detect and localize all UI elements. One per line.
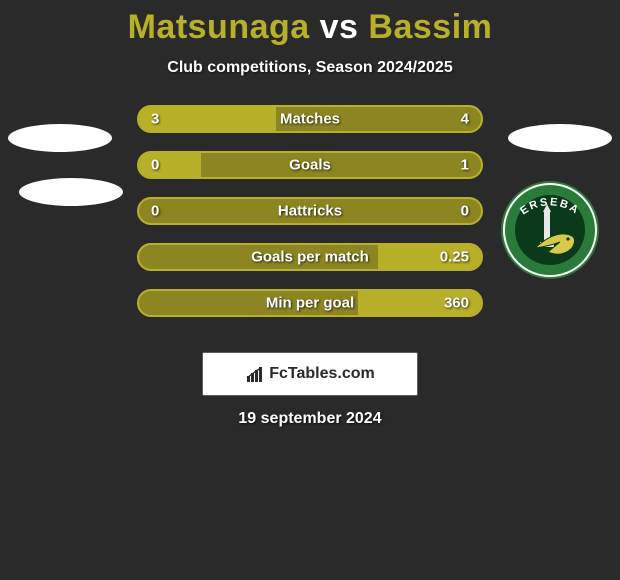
player1-badge-placeholder-2 bbox=[19, 178, 123, 206]
bar-chart-icon bbox=[245, 364, 265, 384]
stat-row: Min per goal 360 bbox=[137, 289, 483, 317]
subtitle: Club competitions, Season 2024/2025 bbox=[0, 59, 620, 77]
stat-value-left: 3 bbox=[151, 111, 159, 128]
stat-fill-left bbox=[139, 107, 276, 131]
source-logo: FcTables.com bbox=[202, 352, 418, 396]
player2-badge-placeholder-1 bbox=[508, 124, 612, 152]
stat-label: Goals bbox=[289, 157, 331, 174]
stat-value-left: 0 bbox=[151, 203, 159, 220]
player2-name: Bassim bbox=[368, 8, 492, 46]
stat-row: Hattricks 0 0 bbox=[137, 197, 483, 225]
vs-label: vs bbox=[320, 8, 359, 46]
stat-value-right: 0 bbox=[461, 203, 469, 220]
source-logo-text: FcTables.com bbox=[269, 365, 375, 383]
stat-row: Matches 3 4 bbox=[137, 105, 483, 133]
stat-label: Min per goal bbox=[266, 295, 354, 312]
stat-row: Goals per match 0.25 bbox=[137, 243, 483, 271]
stat-value-left: 0 bbox=[151, 157, 159, 174]
stat-value-right: 1 bbox=[461, 157, 469, 174]
player1-name: Matsunaga bbox=[128, 8, 310, 46]
club-badge: ERSEBA bbox=[500, 180, 600, 280]
stat-value-right: 360 bbox=[444, 295, 469, 312]
date-label: 19 september 2024 bbox=[238, 410, 381, 428]
stat-label: Goals per match bbox=[251, 249, 369, 266]
stat-value-right: 4 bbox=[461, 111, 469, 128]
page-title: Matsunaga vs Bassim bbox=[0, 0, 620, 47]
player1-badge-placeholder-1 bbox=[8, 124, 112, 152]
stat-label: Matches bbox=[280, 111, 340, 128]
stat-value-right: 0.25 bbox=[440, 249, 469, 266]
stat-row: Goals 0 1 bbox=[137, 151, 483, 179]
comparison-infographic: Matsunaga vs Bassim Club competitions, S… bbox=[0, 0, 620, 580]
stat-label: Hattricks bbox=[278, 203, 342, 220]
stat-fill-left bbox=[139, 153, 201, 177]
